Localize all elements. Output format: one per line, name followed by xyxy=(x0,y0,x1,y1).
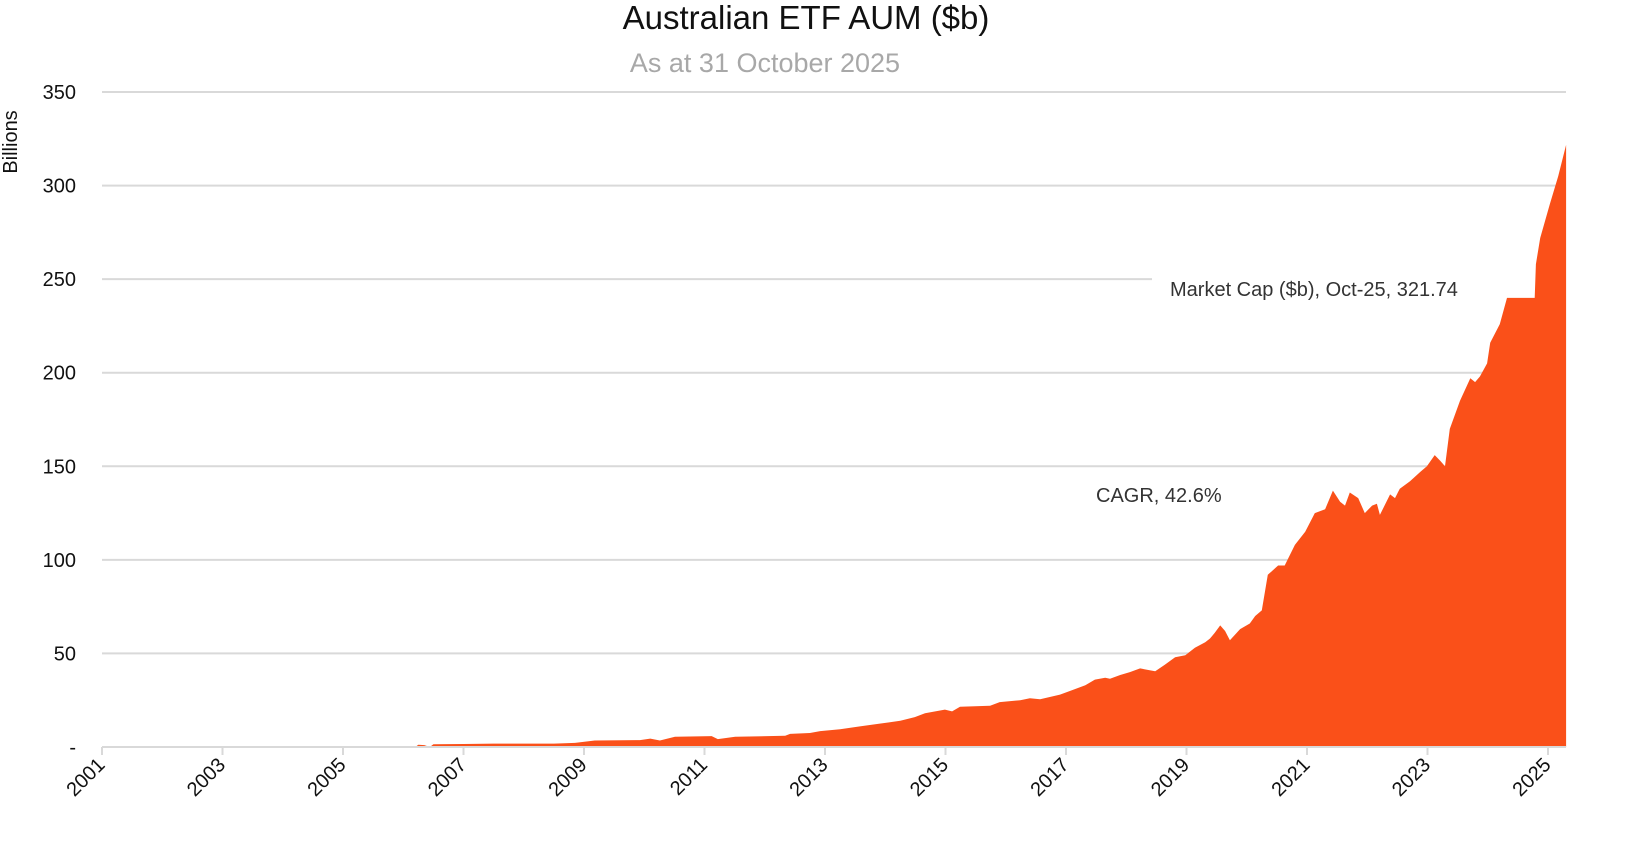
x-tick-label: 2015 xyxy=(906,754,953,801)
y-tick-label: 50 xyxy=(54,643,76,665)
gridlines xyxy=(102,91,1566,655)
x-tick-label: 2005 xyxy=(304,754,351,801)
x-tick-labels: 2001 2003 2005 2007 2009 2011 2013 2015 2017 2019… xyxy=(63,747,1556,801)
x-tick-label: 2003 xyxy=(183,754,230,801)
last-point-annotation: Market Cap ($b), Oct-25, 321.74 xyxy=(1170,279,1458,301)
x-tick-label: 2017 xyxy=(1027,754,1074,801)
x-tick-label: 2001 xyxy=(63,754,110,801)
y-tick-label: 150 xyxy=(43,456,76,478)
y-tick-label: - xyxy=(69,737,76,759)
x-tick-label: 2025 xyxy=(1509,754,1556,801)
x-tick-label: 2021 xyxy=(1268,754,1315,801)
y-tick-label: 200 xyxy=(43,363,76,385)
y-tick-labels: - 50 100 150 200 250 300 350 xyxy=(43,82,76,759)
x-tick-label: 2009 xyxy=(545,754,592,801)
chart-title: Australian ETF AUM ($b) xyxy=(623,0,990,36)
y-axis-label: Billions xyxy=(0,110,22,173)
x-tick-label: 2019 xyxy=(1147,754,1194,801)
x-tick-label: 2023 xyxy=(1388,754,1435,801)
chart-subtitle: As at 31 October 2025 xyxy=(630,48,900,78)
x-tick-label: 2011 xyxy=(666,754,712,800)
y-tick-label: 100 xyxy=(43,550,76,572)
cagr-annotation: CAGR, 42.6% xyxy=(1096,485,1222,507)
y-tick-label: 300 xyxy=(43,176,76,198)
x-tick-label: 2007 xyxy=(424,754,471,801)
aum-area-series xyxy=(415,144,1567,747)
y-tick-label: 250 xyxy=(43,269,76,291)
x-tick-label: 2013 xyxy=(786,754,833,801)
y-tick-label: 350 xyxy=(43,82,76,104)
